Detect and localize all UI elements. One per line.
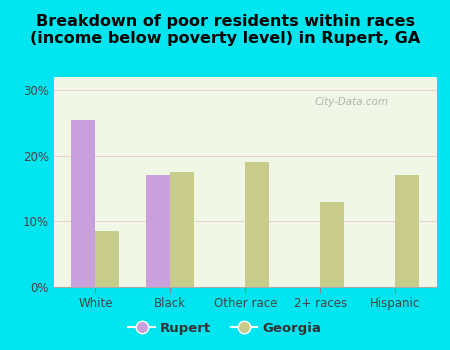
Text: City-Data.com: City-Data.com (314, 97, 388, 107)
Bar (95, 231, 119, 287)
Bar (320, 202, 344, 287)
Bar (395, 175, 419, 287)
Bar (72, 120, 95, 287)
Bar (245, 162, 269, 287)
Bar (170, 172, 194, 287)
Legend: Rupert, Georgia: Rupert, Georgia (123, 316, 327, 340)
Bar (146, 175, 170, 287)
Text: Breakdown of poor residents within races
(income below poverty level) in Rupert,: Breakdown of poor residents within races… (30, 14, 420, 47)
